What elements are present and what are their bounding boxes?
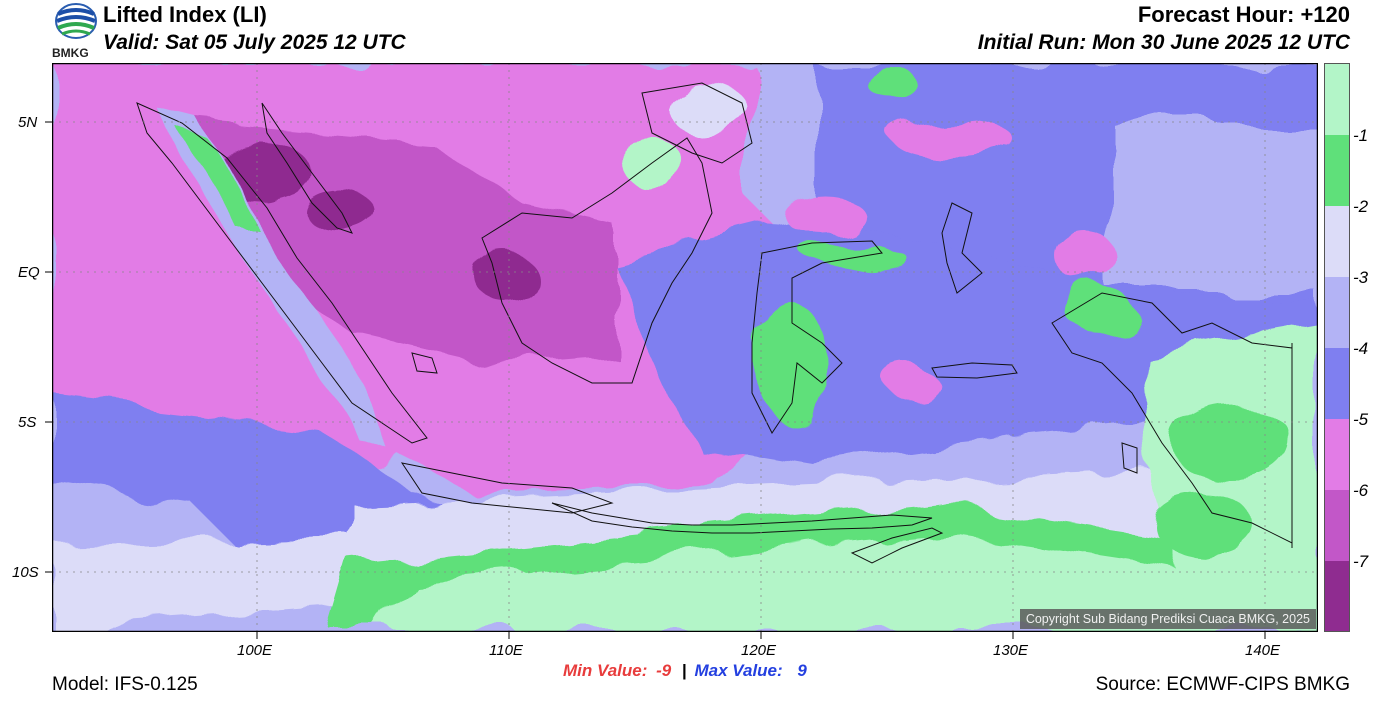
forecast-hour: Forecast Hour: +120 (1137, 2, 1350, 27)
lat-label-5n: 5N (18, 114, 38, 131)
colorbar-swatch-1 (1325, 135, 1349, 206)
lon-label-140e: 140E (1245, 642, 1281, 659)
lon-label-110e: 110E (489, 642, 523, 659)
min-label: Min Value: (563, 661, 648, 680)
logo-text: BMKG (52, 46, 89, 60)
colorbar-swatch-7 (1325, 561, 1349, 631)
colorbar-swatch-2 (1325, 206, 1349, 277)
max-label: Max Value: (694, 661, 783, 680)
lon-label-120e: 120E (741, 642, 777, 659)
colorbar-label-4: -4 (1353, 339, 1369, 358)
value-separator: | (681, 661, 687, 680)
bmkg-logo (52, 2, 100, 60)
model-label: Model: IFS-0.125 (52, 674, 198, 695)
colorbar-label-2: -2 (1353, 197, 1369, 216)
lat-label-10s: 10S (12, 564, 39, 581)
lon-label-130e: 130E (993, 642, 1029, 659)
colorbar-label-7: -7 (1353, 552, 1369, 571)
valid-time: Valid: Sat 05 July 2025 12 UTC (103, 31, 406, 54)
min-value: -9 (656, 661, 672, 680)
max-value: 9 (797, 661, 807, 680)
colorbar-swatch-5 (1325, 419, 1349, 490)
colorbar-swatch-3 (1325, 277, 1349, 348)
lat-label-5s: 5S (18, 414, 37, 431)
colorbar-label-6: -6 (1353, 481, 1369, 500)
colorbar-swatch-6 (1325, 490, 1349, 561)
colorbar-swatch-0 (1325, 64, 1349, 135)
colorbar-swatch-4 (1325, 348, 1349, 419)
copyright-notice: Copyright Sub Bidang Prediksi Cuaca BMKG… (1019, 609, 1316, 629)
colorbar-label-1: -1 (1353, 126, 1369, 145)
lon-label-100e: 100E (237, 642, 273, 659)
colorbar-label-5: -5 (1353, 410, 1369, 429)
map-title: Lifted Index (LI) (103, 2, 267, 27)
source-label: Source: ECMWF-CIPS BMKG (1095, 674, 1350, 695)
colorbar (1324, 63, 1350, 632)
lat-label-eq: EQ (18, 264, 40, 281)
lifted-index-map (51, 62, 1319, 633)
initial-run: Initial Run: Mon 30 June 2025 12 UTC (977, 31, 1350, 54)
min-max-values: Min Value: -9 | Max Value: 9 (563, 661, 807, 681)
colorbar-label-3: -3 (1353, 268, 1369, 287)
